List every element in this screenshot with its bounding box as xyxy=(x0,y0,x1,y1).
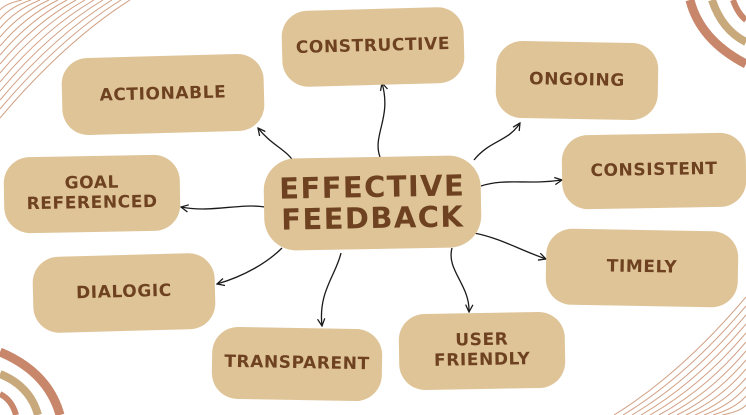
node-user-friendly: USER FRIENDLY xyxy=(398,311,566,391)
wave-line xyxy=(685,368,746,415)
center-label-line2: FEEDBACK xyxy=(280,199,465,237)
node-actionable: ACTIONABLE xyxy=(61,53,265,136)
node-user-friendly-line2: FRIENDLY xyxy=(433,349,531,371)
wave-line xyxy=(0,0,104,92)
wave-line xyxy=(694,377,746,415)
wave-line xyxy=(649,332,746,415)
arc-stripes-top-right xyxy=(685,0,746,68)
wave-line xyxy=(0,0,59,47)
wave-line xyxy=(0,0,131,119)
wave-line xyxy=(676,359,746,415)
node-constructive-label: CONSTRUCTIVE xyxy=(295,34,451,59)
wave-line xyxy=(622,305,746,415)
node-consistent-label: CONSISTENT xyxy=(590,159,718,182)
wave-line xyxy=(712,395,746,415)
node-timely-label: TIMELY xyxy=(606,256,678,278)
node-transparent-label: TRANSPARENT xyxy=(224,351,370,375)
arrow-to-goal-referenced xyxy=(181,206,266,209)
node-consistent: CONSISTENT xyxy=(561,132,746,210)
arc-stripes-bottom-left xyxy=(0,347,65,415)
wave-line xyxy=(0,0,95,83)
wave-line xyxy=(0,0,68,56)
wave-line xyxy=(640,323,746,415)
node-ongoing: ONGOING xyxy=(495,40,659,121)
node-goal-referenced: GOAL REFERENCED xyxy=(3,154,181,234)
node-transparent: TRANSPARENT xyxy=(211,326,383,402)
node-timely: TIMELY xyxy=(545,228,739,308)
wave-line xyxy=(721,404,746,415)
wave-line xyxy=(703,386,746,415)
wave-line xyxy=(0,0,77,65)
node-actionable-label: ACTIONABLE xyxy=(99,82,227,106)
wave-line xyxy=(0,0,113,101)
arrow-to-dialogic xyxy=(217,247,283,284)
wave-line xyxy=(658,341,746,415)
wave-line xyxy=(613,296,746,415)
arrow-to-user-friendly xyxy=(450,247,469,312)
wave-line xyxy=(0,0,23,11)
wave-lines-top-left xyxy=(0,0,131,119)
wave-line xyxy=(667,350,746,415)
wave-line xyxy=(0,0,32,20)
node-ongoing-label: ONGOING xyxy=(528,68,626,91)
wave-lines-bottom-right xyxy=(613,296,746,415)
wave-line xyxy=(0,0,50,38)
arrow-to-ongoing xyxy=(473,123,520,161)
wave-line xyxy=(631,314,746,415)
wave-line xyxy=(0,0,41,29)
node-constructive: CONSTRUCTIVE xyxy=(281,6,465,88)
node-dialogic: DIALOGIC xyxy=(32,252,216,334)
arrow-to-transparent xyxy=(321,252,342,326)
wave-line xyxy=(0,0,86,74)
arrow-to-consistent xyxy=(480,180,562,187)
center-node-effective-feedback: EFFECTIVE FEEDBACK xyxy=(263,155,482,251)
arrow-to-timely xyxy=(473,232,546,259)
node-dialogic-label: DIALOGIC xyxy=(75,280,173,304)
node-goal-referenced-line2: REFERENCED xyxy=(26,191,158,215)
wave-line xyxy=(0,0,122,110)
arrow-to-constructive xyxy=(377,83,385,158)
